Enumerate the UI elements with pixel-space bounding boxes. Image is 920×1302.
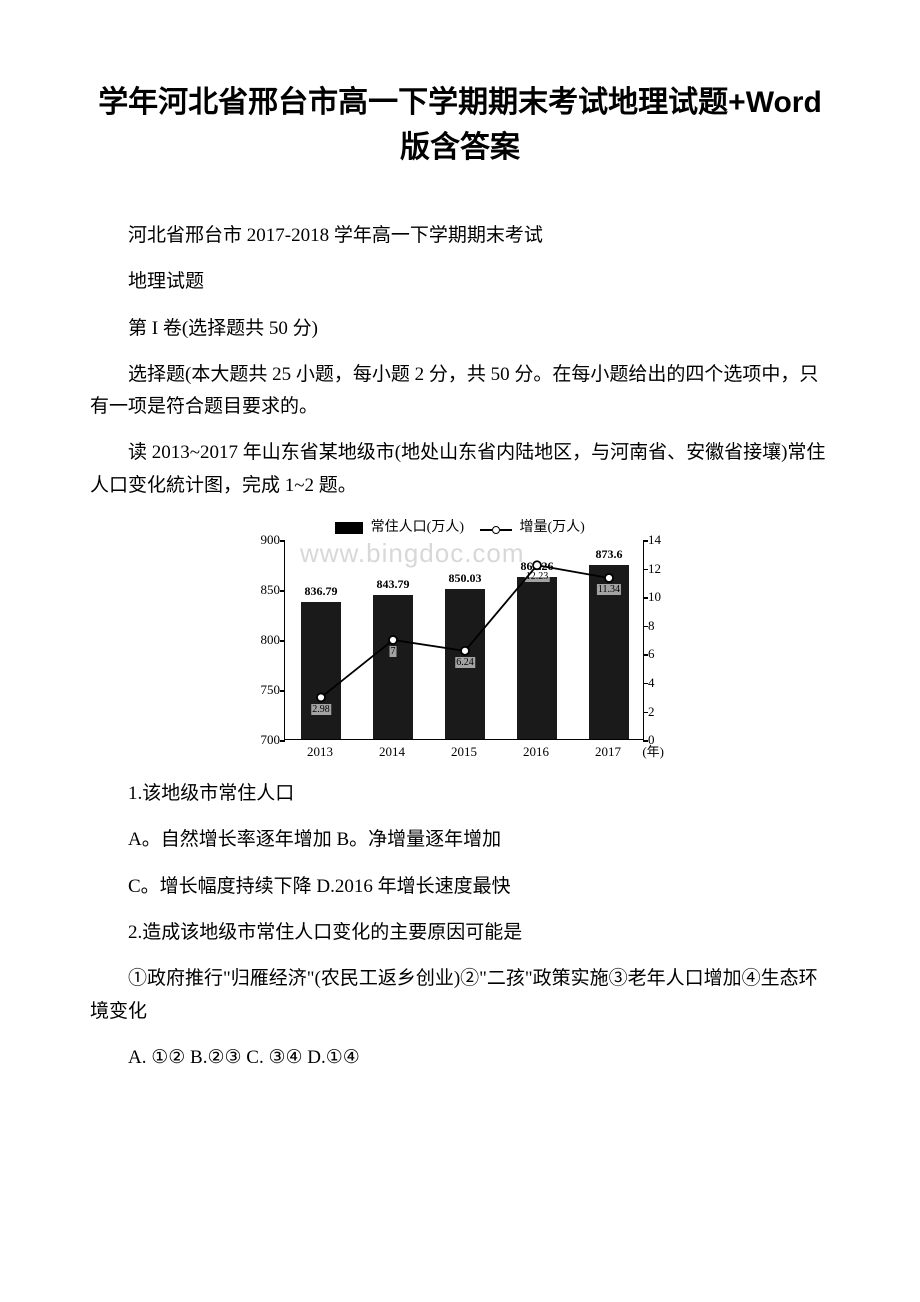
y-tick-right: 6 xyxy=(648,646,655,662)
legend-bar: 常住人口(万人) xyxy=(335,516,464,536)
y-axis-left: 700750800850900 xyxy=(250,540,282,740)
paragraph: 选择题(本大题共 25 小题，每小题 2 分，共 50 分。在每小题给出的四个选… xyxy=(90,359,830,424)
x-tick-label: 2013 xyxy=(307,744,333,760)
legend-bar-swatch xyxy=(335,522,363,534)
legend-line-swatch xyxy=(480,526,512,534)
question: 1.该地级市常住人口 xyxy=(90,778,830,810)
y-tick-left: 900 xyxy=(261,532,281,548)
y-tick-right: 10 xyxy=(648,589,661,605)
x-tick-label: 2014 xyxy=(379,744,405,760)
question-options: C。增长幅度持续下降 D.2016 年增长速度最快 xyxy=(90,871,830,903)
legend-line-label: 增量(万人) xyxy=(520,520,585,535)
x-tick-label: 2017 xyxy=(595,744,621,760)
paragraph: 河北省邢台市 2017-2018 学年高一下学期期末考试 xyxy=(90,220,830,252)
y-tick-right: 14 xyxy=(648,532,661,548)
y-tick-left: 750 xyxy=(261,682,281,698)
question-options: A. ①② B.②③ C. ③④ D.①④ xyxy=(90,1042,830,1074)
paragraph: 第 I 卷(选择题共 50 分) xyxy=(90,313,830,345)
y-tick-right: 4 xyxy=(648,675,655,691)
y-tick-right: 12 xyxy=(648,561,661,577)
x-axis: (年) 20132014201520162017 xyxy=(284,742,644,760)
question-options: A。自然增长率逐年增加 B。净增量逐年增加 xyxy=(90,824,830,856)
y-tick-right: 2 xyxy=(648,704,655,720)
y-tick-left: 850 xyxy=(261,582,281,598)
y-tick-left: 700 xyxy=(261,732,281,748)
paragraph: 读 2013~2017 年山东省某地级市(地处山东省内陆地区，与河南省、安徽省接… xyxy=(90,437,830,502)
x-axis-unit: (年) xyxy=(642,741,664,760)
line-series xyxy=(285,540,643,739)
question-options: ①政府推行"归雁经济"(农民工返乡创业)②"二孩"政策实施③老年人口增加④生态环… xyxy=(90,963,830,1028)
y-axis-right: 02468101214 xyxy=(646,540,670,740)
x-tick-label: 2016 xyxy=(523,744,549,760)
population-chart: 常住人口(万人) 增量(万人) www.bingdoc.com 70075080… xyxy=(250,516,670,760)
y-tick-right: 8 xyxy=(648,618,655,634)
chart-area: 700750800850900 836.792.98843.797850.036… xyxy=(250,540,670,760)
legend-bar-label: 常住人口(万人) xyxy=(371,520,464,535)
paragraph: 地理试题 xyxy=(90,266,830,298)
legend-line: 增量(万人) xyxy=(480,516,585,536)
x-tick-label: 2015 xyxy=(451,744,477,760)
page-title: 学年河北省邢台市高一下学期期末考试地理试题+Word版含答案 xyxy=(90,80,830,170)
plot-area: 836.792.98843.797850.036.24862.2612.2387… xyxy=(284,540,644,740)
question: 2.造成该地级市常住人口变化的主要原因可能是 xyxy=(90,917,830,949)
y-tick-left: 800 xyxy=(261,632,281,648)
chart-legend: 常住人口(万人) 增量(万人) xyxy=(250,516,670,536)
